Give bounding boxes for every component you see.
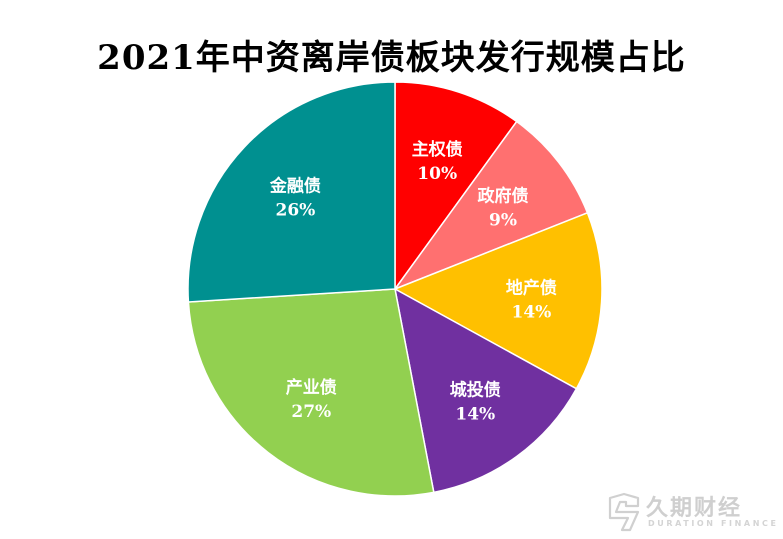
slice-value-label-6: 26% — [275, 201, 315, 221]
pie-slice-6 — [187, 81, 396, 303]
slice-value-label-3: 14% — [511, 303, 551, 323]
slice-value-label-1: 10% — [417, 164, 457, 184]
slice-label-1: 主权债 — [412, 139, 463, 160]
slice-label-2: 政府债 — [478, 185, 529, 206]
slice-label-5: 产业债 — [286, 377, 337, 398]
pie-slice-3 — [393, 211, 603, 390]
pie-slice-1 — [394, 81, 518, 292]
pie-slice-5 — [187, 288, 435, 497]
slice-value-label-4: 14% — [455, 405, 495, 425]
watermark-text: 久期财经 — [646, 496, 743, 521]
chart-title: 2021年中资离岸债板块发行规模占比 — [97, 38, 686, 78]
slice-label-3: 地产债 — [506, 278, 557, 299]
slice-value-label-5: 27% — [291, 402, 331, 422]
slice-value-label-2: 9% — [489, 210, 517, 230]
slice-label-4: 城投债 — [450, 380, 501, 401]
pie-slice-4 — [393, 287, 578, 494]
pie-slice-2 — [392, 120, 589, 291]
watermark: 久期财经 DURATION FINANCE — [604, 490, 779, 534]
duration-logo-icon — [608, 492, 640, 532]
slice-label-6: 金融债 — [269, 176, 321, 197]
watermark-subtext: DURATION FINANCE — [648, 519, 779, 528]
pie-slices — [187, 81, 603, 497]
pie-labels: 主权债 10% 政府债 9% 地产债 14% 城投债 14% 产业债 27% 金融债 26% — [269, 139, 557, 424]
